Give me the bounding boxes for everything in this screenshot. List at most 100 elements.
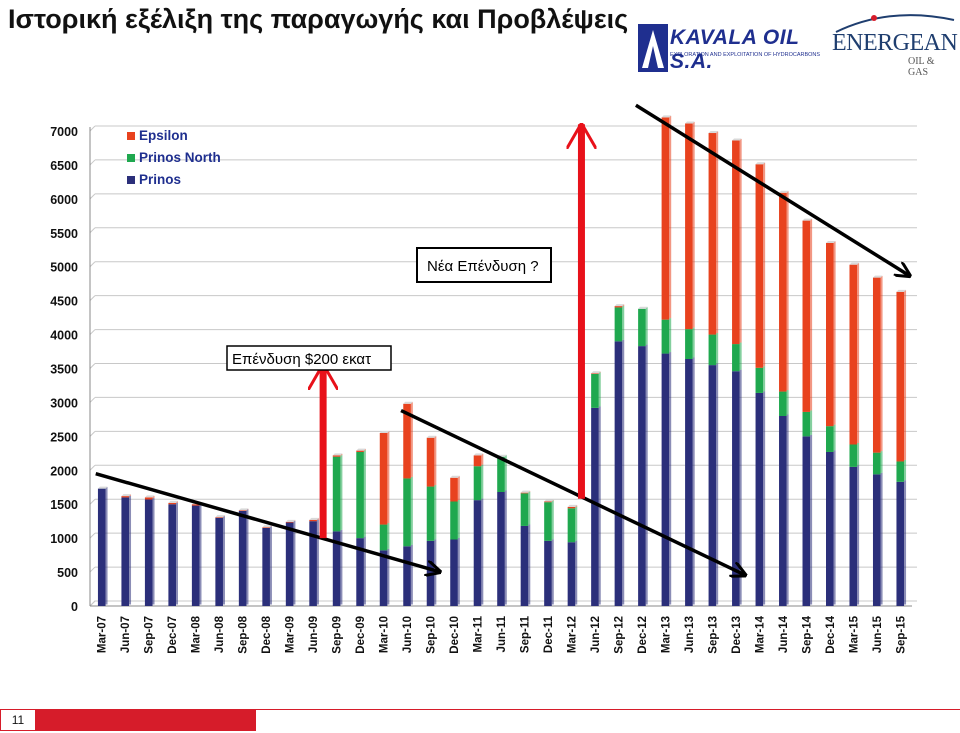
kavala-logo-text: KAVALA OIL S.A. [670, 26, 800, 73]
bar-side-face [810, 410, 813, 435]
bar-segment-prinos-north [896, 461, 905, 482]
bar-side-face [810, 434, 813, 605]
bar-segment-prinos [896, 481, 905, 606]
x-tick-label: Sep-12 [613, 616, 625, 654]
bar-segment-epsilon [426, 437, 435, 487]
bar-side-face [833, 424, 836, 451]
y-tick-label: 3000 [50, 396, 78, 410]
bar-segment-prinos-north [614, 307, 623, 342]
x-tick-label: Mar-12 [566, 616, 578, 653]
bar-segment-epsilon [285, 521, 294, 523]
x-tick-label: Mar-11 [473, 615, 485, 652]
grid-depth-line [89, 159, 96, 166]
bar-segment-epsilon [473, 455, 482, 467]
x-tick-label: Dec-08 [261, 615, 273, 653]
bar-side-face [904, 459, 907, 481]
x-tick-label: Jun-15 [872, 615, 884, 653]
bar-side-face [880, 472, 883, 605]
bar-top-face [379, 430, 390, 433]
bar-segment-prinos-north [661, 319, 670, 354]
bar-side-face [739, 342, 742, 370]
x-tick-label: Dec-10 [449, 616, 461, 654]
energean-logo-subtitle: OIL & GAS [908, 56, 935, 78]
bar-segment-prinos [473, 500, 482, 606]
bar-side-face [880, 451, 883, 473]
bar-segment-prinos [755, 392, 764, 606]
bar-side-face [457, 476, 460, 500]
x-tick-label: Sep-14 [801, 615, 813, 653]
x-tick-label: Jun-13 [684, 616, 696, 653]
bar-side-face [199, 504, 202, 605]
grid-depth-line [89, 125, 96, 132]
bar-top-face [450, 475, 460, 478]
y-axis-ticks: 0 500 1000 1500 2000 2500 3000 3500 4000 4500 5000… [50, 125, 78, 614]
grid-depth-line [89, 227, 96, 234]
bar-segment-epsilon [238, 510, 247, 511]
bar-segment-prinos [497, 492, 505, 606]
x-tick-label: Sep-08 [238, 615, 250, 653]
bar-segment-prinos-north [638, 308, 646, 347]
bar-side-face [269, 526, 272, 605]
annotation-box-investment-2 [416, 247, 552, 283]
bar-top-face [661, 115, 672, 118]
x-tick-label: Mar-13 [660, 616, 672, 653]
bar-side-face [528, 491, 531, 525]
bar-segment-epsilon [567, 506, 576, 509]
bar-top-face [403, 401, 413, 404]
bar-top-face [567, 504, 578, 507]
bar-side-face [481, 453, 484, 465]
annotation-investment-1: Επένδυση $200 εκατ [232, 351, 371, 368]
bar-segment-epsilon [802, 220, 811, 412]
bar-side-face [481, 498, 484, 605]
bar-top-face [332, 453, 343, 456]
bar-segment-epsilon [896, 291, 905, 462]
y-tick-label: 4500 [50, 295, 78, 309]
bar-top-face [872, 275, 883, 278]
bar-side-face [387, 431, 390, 524]
bar-side-face [551, 539, 554, 605]
bar-side-face [434, 485, 437, 540]
bar-side-face [410, 402, 413, 477]
x-tick-label: Jun-07 [120, 616, 132, 653]
bar-segment-prinos-north [826, 426, 834, 452]
bar-side-face [316, 518, 319, 520]
x-tick-label: Mar-09 [285, 616, 297, 653]
bar-segment-prinos [215, 517, 223, 606]
bar-segment-prinos-north [591, 373, 599, 408]
bar-segment-prinos [426, 540, 435, 606]
bar-segment-prinos [614, 341, 623, 606]
bar-side-face [504, 490, 507, 605]
grid-depth-line [89, 566, 96, 573]
bar-side-face [716, 131, 719, 334]
bar-side-face [105, 487, 108, 605]
x-tick-label: Mar-10 [379, 616, 391, 653]
bar-segment-prinos [708, 365, 717, 606]
bar-side-face [575, 540, 578, 605]
bar-segment-prinos-north [356, 451, 364, 539]
x-tick-label: Dec-09 [355, 616, 367, 654]
grid-depth-line [89, 363, 96, 369]
bar-side-face [434, 436, 437, 486]
bar-segment-epsilon [379, 432, 388, 525]
y-tick-label: 6000 [50, 193, 78, 207]
bar-side-face [739, 139, 742, 343]
bar-segment-prinos-north [732, 344, 740, 372]
bar-top-face [238, 508, 249, 511]
x-tick-label: Mar-07 [97, 616, 109, 653]
bar-segment-epsilon [403, 403, 411, 479]
y-tick-label: 1000 [50, 532, 78, 546]
bar-side-face [363, 450, 366, 537]
bar-side-face [786, 390, 789, 415]
bar-side-face [222, 516, 225, 605]
bar-side-face [176, 502, 178, 605]
bar-segment-prinos [567, 542, 576, 606]
bar-side-face [410, 544, 413, 605]
bar-segment-prinos [238, 511, 247, 606]
bar-side-face [598, 372, 601, 407]
energean-logo-text: ENERGEAN [832, 30, 958, 56]
bar-top-face [755, 162, 766, 165]
bar-segment-prinos [826, 451, 834, 606]
bar-segment-prinos-north [708, 334, 717, 366]
legend-swatch [127, 154, 135, 162]
bar-segment-epsilon [872, 277, 881, 453]
